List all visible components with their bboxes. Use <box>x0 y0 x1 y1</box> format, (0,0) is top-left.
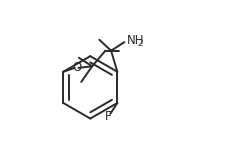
Text: O: O <box>72 61 81 74</box>
Text: 2: 2 <box>138 39 143 48</box>
Text: F: F <box>105 110 111 123</box>
Text: NH: NH <box>127 34 144 47</box>
